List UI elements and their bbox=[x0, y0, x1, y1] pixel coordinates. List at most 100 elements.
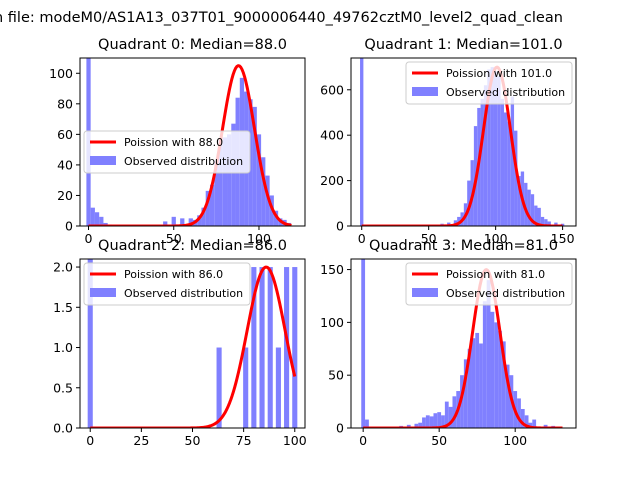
x-tick-label: 25 bbox=[133, 433, 149, 448]
legend-box bbox=[83, 262, 251, 306]
histogram-bar bbox=[171, 216, 176, 226]
legend-label: Observed distribution bbox=[446, 86, 565, 99]
histogram-bar bbox=[222, 137, 228, 226]
y-tick-label: 60 bbox=[57, 127, 73, 142]
y-tick-label: 2.0 bbox=[53, 260, 73, 275]
legend: Poission with 86.0 Observed distribution bbox=[83, 262, 251, 306]
subplot-title: Quadrant 1: Median=101.0 bbox=[364, 37, 562, 53]
x-tick-label: 0 bbox=[359, 433, 367, 448]
histogram-bar bbox=[292, 267, 298, 428]
histogram-bar bbox=[520, 408, 525, 428]
histogram-bar bbox=[256, 134, 262, 226]
histogram-bar bbox=[501, 341, 506, 428]
legend-box bbox=[83, 130, 251, 174]
histogram-bar bbox=[514, 130, 518, 226]
subplot-marks bbox=[361, 259, 563, 428]
histogram-bar bbox=[498, 330, 502, 428]
histogram-bar bbox=[540, 216, 545, 226]
histogram-bar bbox=[180, 218, 185, 226]
histogram-bar bbox=[504, 112, 508, 226]
y-tick-label: 1.0 bbox=[53, 340, 73, 355]
subplot-2: 0 25 50 75 100 0.0 0.5 1.0 1.5 2.0 Quadrant 2: Med… bbox=[53, 238, 307, 448]
y-tick-label: 0.5 bbox=[53, 380, 73, 395]
histogram-bar bbox=[486, 280, 491, 428]
subplot-1: 0 50 100 150 0 200 400 600 Quadrant 1: Median=10… bbox=[320, 37, 577, 246]
legend-label: Poission with 86.0 bbox=[124, 268, 223, 281]
histogram-bar bbox=[197, 215, 202, 226]
poisson-line bbox=[361, 65, 563, 226]
legend-patch-swatch bbox=[412, 87, 438, 96]
histogram-bar bbox=[444, 401, 449, 428]
legend: Poission with 101.0 Observed distribution bbox=[405, 61, 573, 105]
histogram-bar bbox=[510, 96, 515, 226]
histogram-bar bbox=[265, 175, 270, 226]
legend-label: Observed distribution bbox=[124, 287, 243, 300]
x-tick-label: 100 bbox=[247, 231, 271, 246]
histogram-bar bbox=[544, 219, 548, 226]
y-tick-label: 0 bbox=[65, 219, 73, 234]
axes-frame bbox=[350, 258, 577, 429]
y-tick-label: 600 bbox=[320, 82, 344, 97]
histogram-bar bbox=[267, 267, 273, 428]
axes-frame bbox=[79, 57, 306, 227]
x-tick-label: 100 bbox=[484, 231, 508, 246]
histogram-bar bbox=[543, 424, 548, 428]
poisson-line bbox=[88, 64, 292, 226]
y-tick-label: 100 bbox=[320, 315, 344, 330]
histogram-bar bbox=[497, 76, 501, 226]
histogram-bar bbox=[517, 176, 521, 226]
histogram-bar bbox=[505, 364, 510, 428]
histogram-bar bbox=[493, 71, 498, 226]
histogram-bar bbox=[500, 98, 505, 226]
histogram-bar bbox=[218, 140, 223, 226]
legend-box bbox=[405, 61, 573, 105]
legend-label: Poission with 81.0 bbox=[446, 268, 545, 281]
histogram-bar bbox=[433, 413, 438, 428]
x-tick-label: 0 bbox=[86, 433, 94, 448]
y-tick-label: 0 bbox=[336, 421, 344, 436]
histogram-bar bbox=[494, 322, 499, 428]
y-tick-label: 100 bbox=[49, 66, 73, 81]
legend: Poission with 88.0 Observed distribution bbox=[83, 130, 251, 174]
subplot-title: Quadrant 3: Median=81.0 bbox=[369, 238, 558, 254]
histogram-bar bbox=[560, 223, 565, 226]
x-tick-label: 50 bbox=[431, 433, 447, 448]
legend-label: Poission with 101.0 bbox=[446, 67, 552, 80]
histogram-bar bbox=[490, 67, 494, 226]
y-tick-label: 400 bbox=[320, 128, 344, 143]
histogram-bar bbox=[537, 207, 541, 226]
histogram-bar bbox=[209, 184, 215, 226]
histogram-bar bbox=[188, 218, 193, 226]
histogram-bar bbox=[99, 216, 104, 226]
histogram-bar bbox=[475, 332, 480, 428]
histogram-bar bbox=[530, 194, 535, 226]
histogram-bar bbox=[532, 419, 537, 428]
subplot-3: 0 50 100 0 50 100 150 Quadrant 3: Median=81.0 Po… bbox=[320, 238, 577, 448]
histogram-bar bbox=[528, 422, 533, 428]
y-tick-label: 40 bbox=[57, 157, 73, 172]
histogram-bar bbox=[534, 205, 538, 226]
histogram-bar bbox=[360, 58, 364, 226]
subplot-title: Quadrant 0: Median=88.0 bbox=[98, 37, 287, 53]
histogram-bar bbox=[227, 134, 232, 226]
histogram-bar bbox=[205, 190, 210, 226]
histogram-bar bbox=[273, 210, 279, 226]
histogram-bar bbox=[507, 121, 511, 226]
histogram-bar bbox=[554, 222, 558, 226]
x-tick-label: 75 bbox=[236, 433, 252, 448]
histogram-bar bbox=[467, 348, 472, 428]
histogram-bar bbox=[441, 415, 445, 428]
histogram-bar bbox=[214, 160, 219, 226]
y-tick-label: 0 bbox=[336, 219, 344, 234]
histogram-bar bbox=[479, 343, 483, 428]
axes-frame bbox=[350, 57, 577, 227]
histogram-bar bbox=[460, 375, 464, 428]
histogram-bar bbox=[414, 423, 419, 428]
y-tick-label: 80 bbox=[57, 96, 73, 111]
histogram-bar bbox=[418, 422, 423, 428]
histogram-bar bbox=[201, 207, 206, 226]
y-tick-label: 50 bbox=[328, 368, 344, 383]
y-tick-label: 150 bbox=[320, 262, 344, 277]
histogram-bar bbox=[87, 259, 93, 428]
